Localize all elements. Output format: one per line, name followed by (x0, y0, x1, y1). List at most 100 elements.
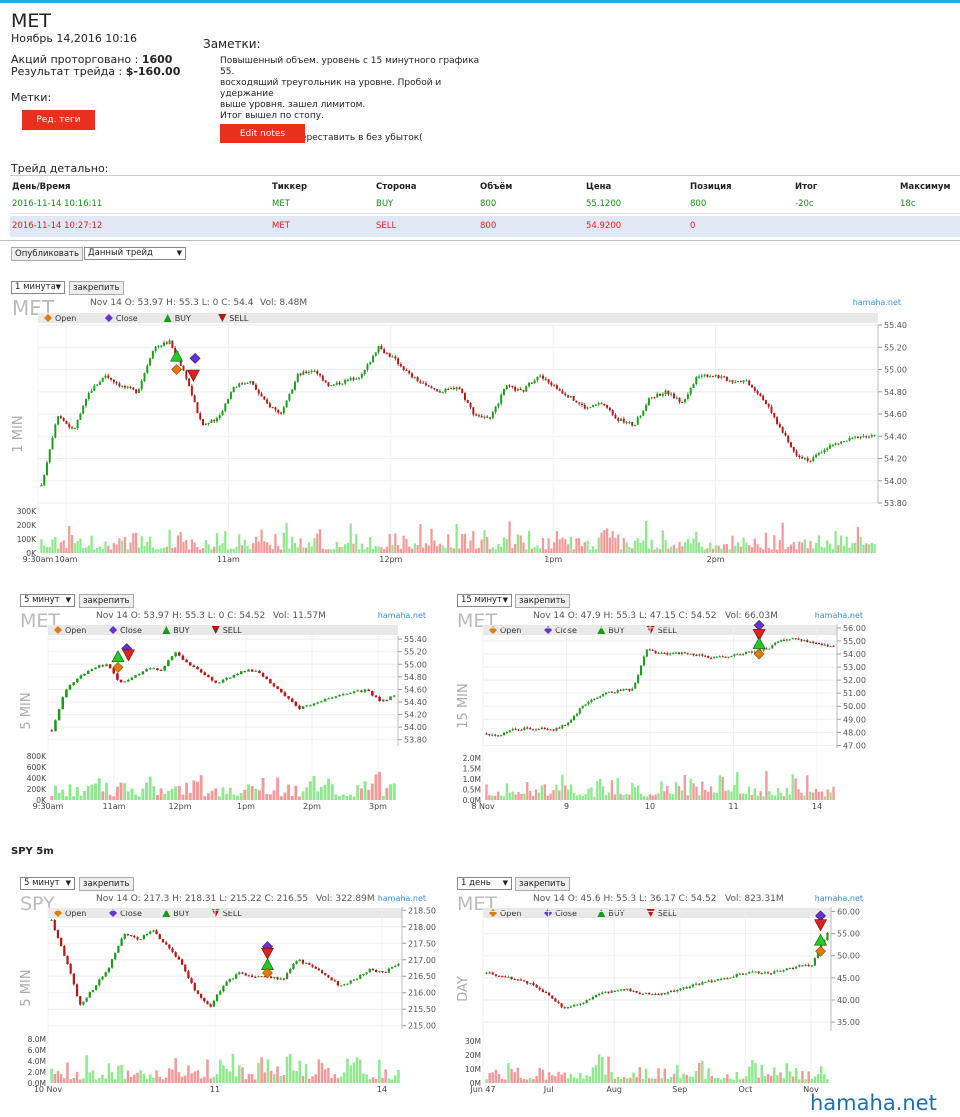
candle-body (134, 675, 137, 678)
chart-met-1min[interactable]: MET Nov 14 O: 53.97 H: 55.3 L: 0 C: 54.4 V… (10, 295, 913, 580)
candle-body (753, 387, 756, 391)
candle-body (107, 375, 110, 378)
candle-body (192, 665, 196, 668)
volume-bar (279, 796, 283, 800)
candle-body (587, 701, 590, 705)
candle-body (477, 415, 480, 417)
edit-notes-button[interactable]: Edit notes (220, 124, 305, 143)
trade-select[interactable]: Данный трейд ▼ (84, 247, 186, 260)
volume-bar (134, 794, 138, 800)
buy-legend-icon (163, 314, 172, 322)
volume-bar (68, 784, 72, 800)
edit-tags-button[interactable]: Ред. теги (22, 110, 95, 130)
candle-body (549, 729, 552, 731)
candle-body (301, 706, 305, 709)
candle-body (603, 403, 606, 406)
candle-body (483, 416, 486, 418)
candle-body (546, 728, 549, 730)
col-header: Максимум (900, 182, 951, 192)
chart-met-day[interactable]: MET Nov 14 O: 45.6 H: 55.3 L: 36.17 C: 54… (455, 891, 875, 1109)
volume-bar (75, 1071, 79, 1083)
candle-body (447, 388, 450, 390)
candle-body (717, 375, 720, 379)
candle-body (392, 695, 396, 697)
volume-bar (817, 791, 821, 800)
volume-bar (295, 1071, 298, 1083)
volume-bar (511, 548, 514, 553)
candle-body (706, 374, 709, 377)
candle-body (210, 420, 213, 423)
volume-bar (413, 543, 416, 553)
timeframe-select[interactable]: 15 минут ▼ (457, 594, 512, 607)
pin-button[interactable]: закрепить (79, 594, 134, 608)
volume-bar (430, 528, 433, 553)
candle-body (305, 962, 308, 964)
volume-bar (734, 545, 737, 553)
legend-label: SELL (658, 626, 678, 635)
pin-button[interactable]: закрепить (79, 877, 134, 891)
pin-button[interactable]: закрепить (515, 877, 570, 891)
candle-body (51, 437, 54, 450)
candle-body (310, 371, 313, 373)
candle-body (461, 389, 464, 394)
pin-button[interactable]: закрепить (69, 281, 124, 295)
candle-body (557, 1001, 560, 1004)
volume-bar (661, 530, 664, 553)
volume-bar (724, 790, 727, 800)
candle-body (554, 998, 557, 1002)
volume-bar (674, 782, 678, 800)
volume-bar (298, 796, 301, 800)
volume-bar (119, 782, 123, 800)
candle-body (494, 974, 498, 976)
volume-bar (394, 533, 397, 553)
volume-bar (268, 794, 272, 800)
cell-price: 54.9200 (586, 221, 622, 231)
candle-body (780, 639, 783, 642)
volume-bar (516, 1067, 520, 1083)
volume-bar (314, 1074, 317, 1083)
timeframe-select[interactable]: 5 минут ▼ (20, 877, 75, 890)
volume-bar (729, 1078, 732, 1083)
pin-button[interactable]: закрепить (515, 594, 570, 608)
volume-bar (444, 547, 447, 553)
candle-body (68, 423, 71, 428)
candle-body (620, 418, 622, 421)
volume-bar (819, 1066, 823, 1083)
volume-bar (302, 547, 305, 553)
timeframe-select[interactable]: 1 день ▼ (457, 877, 512, 890)
publish-button[interactable]: Опубликовать (11, 247, 83, 261)
timeframe-select[interactable]: 1 минута ▼ (11, 281, 65, 294)
x-tick-label: 10 Nov (34, 1085, 63, 1094)
volume-bar (291, 536, 294, 553)
legend-label: BUY (173, 909, 189, 918)
volume-bar (158, 1076, 162, 1083)
divider (10, 175, 960, 176)
candle-body (816, 952, 820, 959)
table-row[interactable]: 2016-11-14 10:16:11 MET BUY 800 55.1200 … (10, 194, 960, 214)
volume-bar (249, 549, 252, 553)
chart-met-15min[interactable]: MET Nov 14 O: 47.9 H: 55.3 L: 47.15 C: 54… (455, 608, 875, 826)
chart-met-5min[interactable]: MET Nov 14 O: 53.97 H: 55.3 L: 0 C: 54.52… (18, 608, 438, 826)
volume-bar (207, 544, 210, 553)
volume-bar (75, 786, 79, 800)
volume-bar (190, 539, 193, 553)
x-tick-label: 9 (564, 802, 569, 811)
volume-bar (254, 536, 258, 553)
chart-spy-5min[interactable]: SPY Nov 14 O: 217.3 H: 218.31 L: 215.22 C… (18, 891, 438, 1109)
candle-body (390, 967, 394, 969)
volume-bar (642, 540, 645, 553)
volume-bar (285, 522, 288, 553)
volume-bar (597, 537, 600, 553)
table-row[interactable]: 2016-11-14 10:27:12 MET SELL 800 54.9200… (10, 216, 960, 237)
volume-bar (712, 792, 716, 800)
candle-body (112, 668, 116, 674)
candle-body (514, 386, 517, 391)
candle-body (341, 383, 344, 385)
candle-body (56, 930, 60, 938)
legend-label: SELL (223, 626, 243, 635)
volume-bar (257, 790, 261, 800)
timeframe-select[interactable]: 5 минут ▼ (20, 594, 75, 607)
volume-bar (576, 1078, 579, 1083)
volume-bar (672, 1073, 676, 1083)
volume-bar (681, 546, 684, 553)
